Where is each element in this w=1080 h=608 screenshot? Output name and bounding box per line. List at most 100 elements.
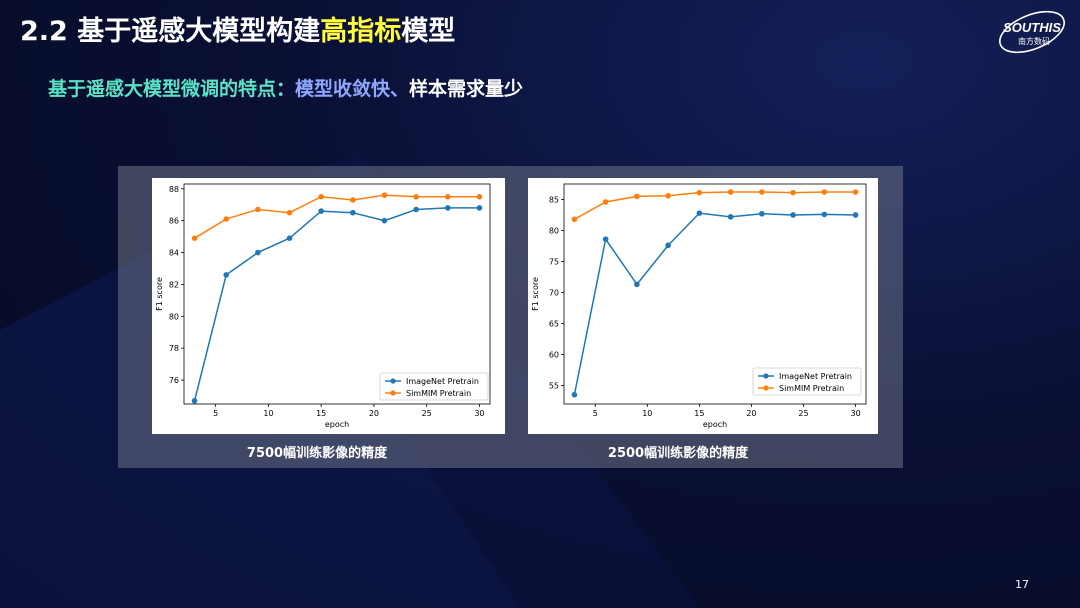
- chart-2500: 55 60 65 70 75 80 85 5 10 15 20 25 30 epoch F1 score Im…: [531, 183, 867, 429]
- y-tick-label: 78: [169, 344, 179, 353]
- legend-entry: SimMIM Pretrain: [779, 384, 844, 393]
- data-point: [255, 206, 261, 213]
- caption-2500: 2500幅训练影像的精度: [607, 446, 749, 461]
- data-point: [350, 197, 356, 203]
- y-tick-label: 65: [549, 319, 559, 328]
- y-tick-label: 55: [549, 381, 559, 390]
- legend-box: [752, 367, 862, 396]
- page-title: 2.2 基于遥感大模型构建高指标模型: [20, 16, 456, 47]
- legend-entry: ImageNet Pretrain: [779, 372, 852, 381]
- data-point: [759, 189, 765, 195]
- data-point: [602, 236, 609, 242]
- data-point: [223, 216, 230, 222]
- data-point: [821, 211, 828, 218]
- y-tick-label: 88: [169, 185, 179, 194]
- y-axis-label: F1 score: [531, 277, 540, 311]
- subtitle: 基于遥感大模型微调的特点：模型收敛快、样本需求量少: [48, 78, 524, 100]
- data-point: [821, 189, 828, 195]
- x-tick-label: 25: [422, 409, 432, 418]
- x-tick-label: 25: [798, 409, 808, 418]
- legend-swatch-marker: [390, 390, 396, 396]
- data-point: [444, 205, 451, 211]
- data-point: [727, 189, 734, 195]
- data-point: [318, 193, 324, 200]
- y-axis-label: F1 score: [155, 277, 164, 311]
- data-point: [381, 217, 388, 224]
- y-tick-label: 75: [549, 257, 559, 266]
- chart-2500-card: 55 60 65 70 75 80 85 5 10 15 20 25 30 epoch F1 score Im…: [528, 178, 878, 434]
- series-line-simmim: [194, 194, 480, 239]
- data-point: [665, 192, 671, 199]
- legend: ImageNet Pretrain SimMIM Pretrain: [379, 372, 489, 401]
- x-tick-label: 30: [474, 409, 484, 418]
- y-tick-label: 84: [169, 249, 179, 258]
- x-tick-label: 15: [694, 409, 704, 418]
- y-tick-label: 80: [169, 312, 179, 321]
- x-tick-label: 10: [642, 409, 652, 418]
- legend-entry: ImageNet Pretrain: [406, 377, 479, 386]
- data-point: [634, 193, 640, 200]
- x-axis-label: epoch: [325, 420, 349, 429]
- southis-logo: SOUTHIS 南方数码: [999, 10, 1065, 54]
- data-point: [286, 235, 293, 242]
- series-line-imagenet: [573, 212, 856, 395]
- data-point: [476, 193, 483, 200]
- data-point: [191, 235, 198, 242]
- series-line-simmim: [574, 191, 856, 220]
- legend-box: [379, 372, 489, 401]
- y-tick-label: 80: [549, 226, 559, 235]
- x-tick-label: 15: [316, 409, 326, 418]
- data-point: [696, 189, 703, 196]
- caption-7500: 7500幅训练影像的精度: [246, 446, 388, 461]
- data-point: [852, 212, 859, 218]
- data-point: [444, 193, 451, 200]
- legend-swatch-marker: [763, 385, 769, 391]
- logo-subtext: 南方数码: [1018, 36, 1050, 46]
- x-tick-label: 20: [369, 409, 379, 418]
- x-tick-label: 10: [263, 409, 273, 418]
- data-point: [759, 210, 765, 217]
- data-point: [790, 212, 796, 218]
- data-point: [571, 391, 578, 398]
- data-point: [476, 205, 483, 211]
- data-point: [852, 189, 859, 195]
- x-axis-label: epoch: [703, 420, 727, 429]
- data-point: [381, 192, 388, 198]
- y-tick-label: 85: [549, 195, 559, 204]
- x-tick-label: 30: [850, 409, 860, 418]
- data-point: [255, 249, 261, 256]
- data-point: [790, 189, 796, 196]
- data-point: [696, 210, 703, 216]
- legend-swatch-marker: [763, 373, 769, 379]
- plot-frame: [563, 183, 867, 405]
- y-tick-label: 60: [549, 350, 559, 359]
- logo-text: SOUTHIS: [1003, 20, 1061, 35]
- chart-7500-card: 76 78 80 82 84 86 88 5 10 15 20 25 30 epoch F1 score Im…: [152, 178, 505, 434]
- data-point: [223, 272, 230, 278]
- legend: ImageNet Pretrain SimMIM Pretrain: [752, 367, 862, 396]
- title-highlight: 高指标: [320, 16, 402, 47]
- plot-frame: [183, 183, 491, 405]
- data-point: [413, 193, 419, 200]
- legend-entry: SimMIM Pretrain: [406, 389, 471, 398]
- data-point: [602, 199, 609, 205]
- data-point: [413, 206, 419, 213]
- data-point: [665, 242, 671, 249]
- data-point: [286, 209, 293, 216]
- x-tick-label: 5: [593, 409, 598, 418]
- chart-7500: 76 78 80 82 84 86 88 5 10 15 20 25 30 epoch F1 score Im…: [155, 183, 491, 429]
- series-line-imagenet: [193, 207, 480, 401]
- data-point: [350, 209, 356, 216]
- data-point: [634, 281, 640, 288]
- page-number: 17: [1015, 578, 1029, 591]
- x-tick-label: 20: [746, 409, 756, 418]
- y-tick-label: 70: [549, 288, 559, 297]
- y-tick-label: 82: [169, 280, 179, 289]
- y-tick-label: 76: [169, 376, 179, 385]
- data-point: [191, 398, 198, 404]
- data-point: [571, 216, 578, 223]
- y-tick-label: 86: [169, 217, 179, 226]
- x-tick-label: 5: [213, 409, 218, 418]
- data-point: [318, 208, 324, 214]
- data-point: [727, 214, 734, 220]
